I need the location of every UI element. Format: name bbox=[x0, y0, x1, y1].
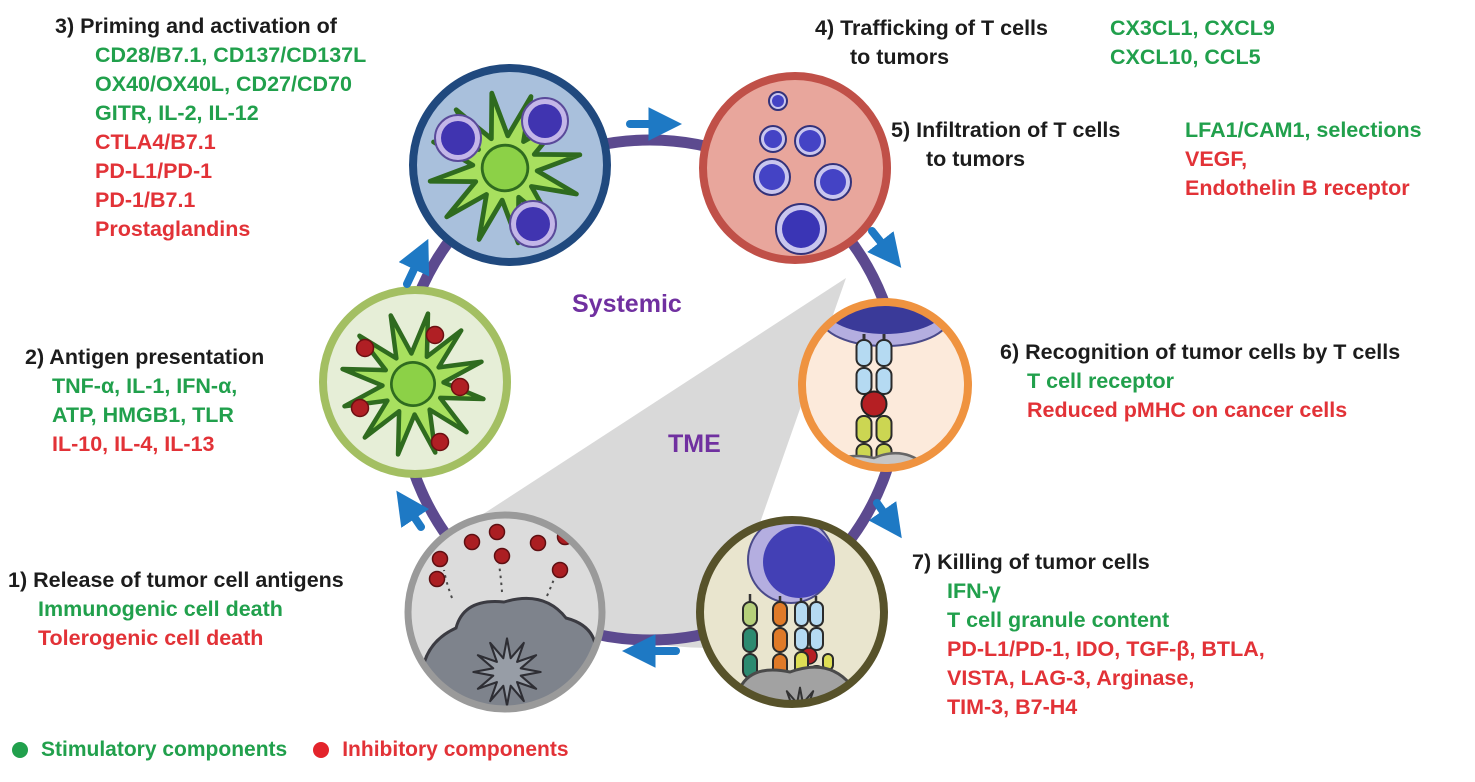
systemic-label: Systemic bbox=[572, 290, 682, 318]
legend-stimulatory-label: Stimulatory components bbox=[41, 738, 288, 761]
step4-trafficking-circle bbox=[699, 72, 891, 264]
stimulatory-item: Immunogenic cell death bbox=[38, 597, 283, 621]
step-3-heading: 3) Priming and activation of bbox=[55, 14, 337, 38]
stimulatory-item: LFA1/CAM1, selections bbox=[1185, 118, 1422, 142]
inhibitory-item: PD-L1/PD-1 bbox=[95, 159, 213, 183]
arrow-step2-to-step3 bbox=[398, 238, 430, 288]
arrow-step6-to-step7 bbox=[868, 499, 902, 539]
step-4-items-block: CX3CL1, CXCL9 CXCL10, CCL5 bbox=[1110, 14, 1275, 72]
stimulatory-item: CX3CL1, CXCL9 bbox=[1110, 16, 1275, 40]
inhibitory-item: VISTA, LAG-3, Arginase, bbox=[947, 666, 1195, 690]
stimulatory-dot-icon bbox=[12, 742, 28, 758]
inhibitory-item: VEGF, bbox=[1185, 147, 1248, 171]
step-4-heading: 4) Trafficking of T cells bbox=[815, 16, 1048, 40]
tcr-mhc-icon bbox=[812, 305, 950, 465]
inhibitory-item: CTLA4/B7.1 bbox=[95, 130, 216, 154]
stimulatory-item: CXCL10, CCL5 bbox=[1110, 45, 1261, 69]
inhibitory-item: Tolerogenic cell death bbox=[38, 626, 264, 650]
step2-presentation-circle bbox=[319, 286, 511, 478]
inhibitory-item: TIM-3, B7-H4 bbox=[947, 695, 1078, 719]
step-6-heading: 6) Recognition of tumor cells by T cells bbox=[1000, 340, 1401, 364]
inhibitory-item: IL-10, IL-4, IL-13 bbox=[52, 432, 215, 456]
step-5-heading-line2: to tumors bbox=[926, 147, 1026, 171]
legend: Stimulatory components Inhibitory compon… bbox=[12, 738, 569, 762]
step1-release-circle bbox=[404, 511, 606, 713]
step-1-label-block: 1) Release of tumor cell antigens Immuno… bbox=[8, 566, 344, 653]
antigen-dot-icon bbox=[428, 523, 574, 588]
inhibitory-item: Prostaglandins bbox=[95, 217, 251, 241]
step6-recognition-circle bbox=[798, 298, 972, 472]
step-3-label-block: 3) Priming and activation of CD28/B7.1, … bbox=[55, 12, 366, 244]
legend-inhibitory-label: Inhibitory components bbox=[342, 738, 569, 761]
stimulatory-item: IFN-γ bbox=[947, 579, 1001, 603]
step3-priming-circle bbox=[409, 64, 611, 266]
step-7-heading: 7) Killing of tumor cells bbox=[912, 550, 1150, 574]
arrow-step1-to-step2 bbox=[396, 490, 430, 531]
step-1-heading: 1) Release of tumor cell antigens bbox=[8, 568, 344, 592]
step-5-heading: 5) Infiltration of T cells bbox=[891, 118, 1121, 142]
stimulatory-item: CD28/B7.1, CD137/CD137L bbox=[95, 43, 367, 67]
tme-label: TME bbox=[668, 430, 721, 458]
stimulatory-item: OX40/OX40L, CD27/CD70 bbox=[95, 72, 352, 96]
dendritic-cell-icon bbox=[417, 80, 593, 256]
step-7-label-block: 7) Killing of tumor cells IFN-γ T cell g… bbox=[912, 548, 1265, 722]
step-4-label-block: 4) Trafficking of T cells to tumors bbox=[815, 14, 1048, 72]
step7-killing-circle bbox=[696, 516, 888, 708]
stimulatory-item: ATP, HMGB1, TLR bbox=[52, 403, 234, 427]
inhibitory-item: Endothelin B receptor bbox=[1185, 176, 1410, 200]
arrow-step4-to-step6 bbox=[867, 227, 902, 268]
dendritic-cell-icon bbox=[328, 299, 499, 470]
stimulatory-item: T cell receptor bbox=[1027, 369, 1174, 393]
t-cell-icon bbox=[434, 97, 569, 248]
inhibitory-item: PD-L1/PD-1, IDO, TGF-β, BTLA, bbox=[947, 637, 1265, 661]
stimulatory-item: GITR, IL-2, IL-12 bbox=[95, 101, 259, 125]
inhibitory-item: PD-1/B7.1 bbox=[95, 188, 196, 212]
inhibitory-item: Reduced pMHC on cancer cells bbox=[1027, 398, 1348, 422]
step-5-label-block: 5) Infiltration of T cells to tumors bbox=[891, 116, 1120, 174]
legend-stimulatory: Stimulatory components bbox=[12, 738, 287, 762]
step-5-items-block: LFA1/CAM1, selections VEGF, Endothelin B… bbox=[1185, 116, 1422, 203]
antigen-dot-icon bbox=[350, 325, 470, 452]
stimulatory-item: TNF-α, IL-1, IFN-α, bbox=[52, 374, 238, 398]
step-6-label-block: 6) Recognition of tumor cells by T cells… bbox=[1000, 338, 1400, 425]
release-trail-icon bbox=[443, 563, 559, 599]
step-2-heading: 2) Antigen presentation bbox=[25, 345, 265, 369]
t-cell-icon bbox=[753, 91, 852, 255]
legend-inhibitory: Inhibitory components bbox=[313, 738, 569, 762]
stimulatory-item: T cell granule content bbox=[947, 608, 1170, 632]
inhibitory-dot-icon bbox=[313, 742, 330, 758]
step-2-label-block: 2) Antigen presentation TNF-α, IL-1, IFN… bbox=[25, 343, 264, 459]
step-4-heading-line2: to tumors bbox=[850, 45, 950, 69]
